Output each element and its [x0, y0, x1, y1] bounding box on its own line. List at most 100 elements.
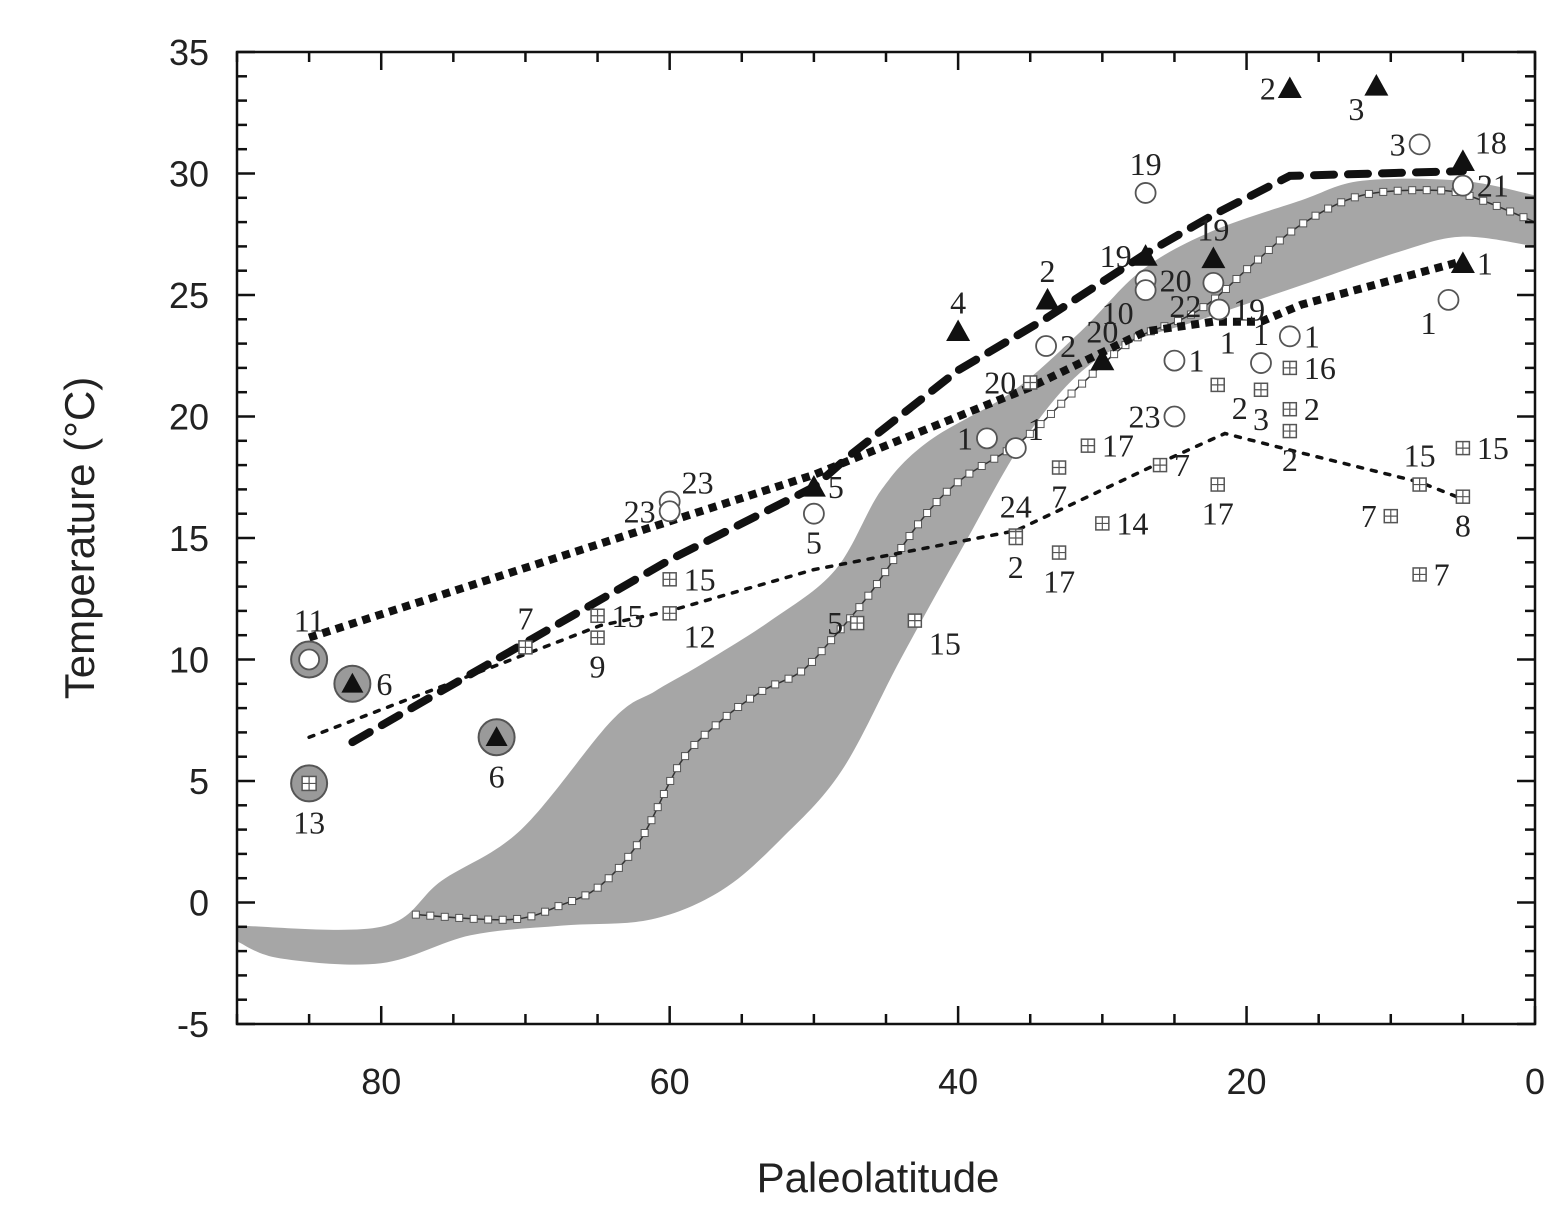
point-label: 13: [293, 804, 325, 840]
model-line-marker: [554, 902, 563, 911]
model-line-marker: [690, 740, 699, 749]
point-label: 5: [828, 469, 844, 505]
square-marker-grid: [1023, 375, 1037, 389]
data-point: 2: [1008, 530, 1024, 585]
point-label: 2: [1304, 391, 1320, 427]
data-point: 19: [1100, 238, 1158, 274]
model-line-marker: [1519, 213, 1528, 222]
data-point: 7: [1412, 556, 1450, 592]
data-point: 1: [1278, 318, 1320, 354]
y-tick-label: 30: [169, 154, 209, 195]
circle-marker: [1163, 349, 1186, 372]
square-marker-grid: [1211, 378, 1225, 392]
triangle-marker: [1364, 74, 1389, 96]
model-line-marker: [953, 478, 962, 487]
point-label: 3: [1348, 91, 1364, 127]
data-point: 23: [1128, 399, 1186, 435]
data-point: 20: [984, 364, 1038, 400]
point-label: 7: [1174, 447, 1190, 483]
square-marker-grid: [1456, 441, 1470, 455]
circle-marker: [1202, 271, 1225, 294]
point-label: 9: [590, 649, 606, 685]
point-label: 6: [376, 666, 392, 702]
data-point: 3: [1390, 126, 1431, 162]
model-line-marker: [1437, 186, 1446, 195]
model-line-marker: [1299, 219, 1308, 228]
data-point: 7: [1361, 498, 1399, 534]
square-marker-grid: [908, 614, 922, 628]
point-label: 8: [1455, 508, 1471, 544]
point-label: 19: [1100, 238, 1132, 274]
data-point: 1: [1163, 343, 1204, 379]
square-marker-grid: [518, 640, 532, 654]
data-point: 16: [1282, 350, 1336, 386]
model-line-marker: [864, 591, 873, 600]
point-label: 1: [1188, 343, 1204, 379]
data-point: 12: [662, 606, 716, 654]
square-marker-grid: [1283, 361, 1297, 375]
model-line-marker: [411, 910, 420, 919]
point-label: 1: [957, 420, 973, 456]
data-point: 17: [1080, 428, 1134, 464]
circle-marker: [1004, 437, 1027, 459]
y-tick-label: 35: [169, 32, 209, 73]
model-line-marker: [513, 914, 522, 923]
model-line-marker: [1243, 265, 1252, 274]
point-label: 5: [806, 525, 822, 561]
point-label: 17: [1202, 496, 1234, 532]
model-line-marker: [700, 730, 709, 739]
model-line-marker: [932, 498, 941, 507]
point-label: 20: [1160, 262, 1192, 298]
model-line-marker: [881, 568, 890, 577]
point-label: 21: [1477, 168, 1509, 204]
point-label: 16: [1304, 350, 1336, 386]
model-line-marker: [1078, 379, 1087, 388]
model-line-marker: [426, 911, 435, 920]
square-marker-grid: [1009, 531, 1023, 545]
heavy-dotted-line: [307, 257, 1464, 642]
point-label: 20: [984, 364, 1016, 400]
point-label: 2: [1232, 390, 1248, 426]
square-marker-grid: [1413, 567, 1427, 581]
point-label: 11: [294, 603, 325, 639]
model-line-marker: [1287, 227, 1296, 236]
model-line-marker: [1221, 284, 1230, 293]
model-line-marker: [527, 912, 536, 921]
point-label: 15: [1477, 430, 1509, 466]
x-tick-label: 80: [361, 1061, 401, 1102]
data-point: 3: [1348, 74, 1389, 127]
point-label: 10: [1102, 295, 1134, 331]
data-point: 5: [802, 502, 825, 561]
model-line-marker: [1110, 350, 1119, 359]
point-label: 19: [1197, 212, 1229, 248]
model-line-marker: [827, 636, 836, 645]
point-label: 2: [1008, 549, 1024, 585]
model-line-marker: [1479, 196, 1488, 205]
square-marker-grid: [1052, 461, 1066, 475]
model-line-marker: [647, 816, 656, 825]
model-line-marker: [914, 520, 923, 529]
square-marker-grid: [1283, 424, 1297, 438]
square-marker-grid: [1052, 546, 1066, 560]
point-label: 1: [1420, 305, 1436, 341]
data-point: 20: [1086, 314, 1118, 371]
model-line-marker: [1393, 186, 1402, 195]
model-line-marker: [498, 915, 507, 924]
data-point: 9: [590, 630, 606, 685]
data-point: 23: [624, 493, 681, 529]
data-point: 18: [1450, 124, 1507, 171]
model-line-marker: [1379, 187, 1388, 196]
model-line-marker: [666, 776, 675, 785]
data-point: 19: [1197, 212, 1229, 269]
model-line-marker: [1408, 186, 1417, 195]
data-point: 15: [1455, 430, 1509, 466]
model-line-marker: [1264, 245, 1273, 254]
triangle-marker: [946, 319, 971, 342]
data-point: 19: [1130, 146, 1162, 204]
data-point: 3: [1253, 382, 1269, 437]
data-point: 7: [517, 600, 533, 655]
square-marker-grid: [663, 606, 677, 620]
model-line-marker: [1067, 389, 1076, 398]
model-line-marker: [942, 487, 951, 496]
